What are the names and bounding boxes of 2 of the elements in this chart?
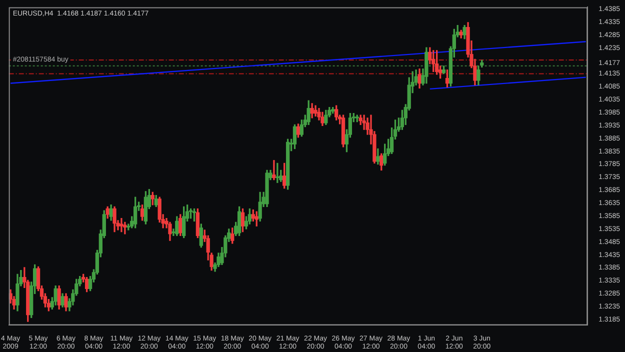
candlestick — [120, 218, 124, 232]
candlestick — [272, 160, 276, 180]
